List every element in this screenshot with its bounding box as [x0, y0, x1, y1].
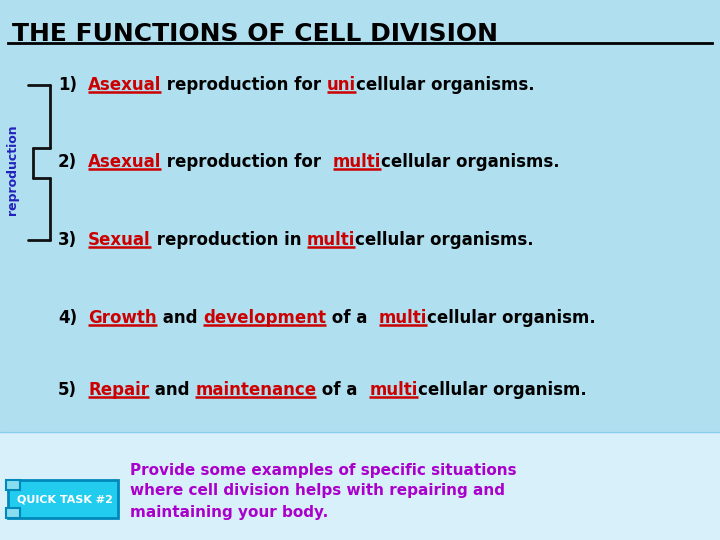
Text: cellular organisms.: cellular organisms.	[356, 76, 535, 94]
Bar	[6, 480, 20, 490]
Text: 5): 5)	[58, 381, 77, 399]
Text: reproduction: reproduction	[6, 125, 19, 215]
Text: of a: of a	[326, 309, 379, 327]
Text: reproduction for: reproduction for	[161, 76, 328, 94]
Text: reproduction in: reproduction in	[150, 231, 307, 249]
Bar	[0, 0, 720, 440]
Text: Provide some examples of specific situations
where cell division helps with repa: Provide some examples of specific situat…	[130, 462, 517, 519]
Text: QUICK TASK #2: QUICK TASK #2	[17, 494, 113, 504]
Text: 2): 2)	[58, 153, 77, 171]
Text: Sexual: Sexual	[88, 231, 150, 249]
Text: maintenance: maintenance	[195, 381, 316, 399]
Text: cellular organism.: cellular organism.	[418, 381, 586, 399]
Text: Asexual: Asexual	[88, 153, 161, 171]
Text: of a: of a	[316, 381, 369, 399]
Text: Asexual: Asexual	[88, 76, 161, 94]
Text: 3): 3)	[58, 231, 77, 249]
Text: multi: multi	[307, 231, 355, 249]
Text: and: and	[149, 381, 195, 399]
Text: Growth: Growth	[88, 309, 157, 327]
Bar	[6, 508, 20, 518]
Text: Repair: Repair	[88, 381, 149, 399]
Text: multi: multi	[369, 381, 418, 399]
Bar	[8, 480, 118, 518]
Text: reproduction for: reproduction for	[161, 153, 333, 171]
Text: 1): 1)	[58, 76, 77, 94]
Text: cellular organisms.: cellular organisms.	[355, 231, 534, 249]
Text: and: and	[157, 309, 203, 327]
Text: 4): 4)	[58, 309, 77, 327]
Bar	[0, 432, 720, 540]
Text: cellular organism.: cellular organism.	[427, 309, 596, 327]
Text: uni: uni	[328, 76, 356, 94]
Text: multi: multi	[333, 153, 382, 171]
Text: multi: multi	[379, 309, 427, 327]
Text: THE FUNCTIONS OF CELL DIVISION: THE FUNCTIONS OF CELL DIVISION	[12, 22, 498, 46]
Text: cellular organisms.: cellular organisms.	[382, 153, 560, 171]
Text: development: development	[203, 309, 326, 327]
